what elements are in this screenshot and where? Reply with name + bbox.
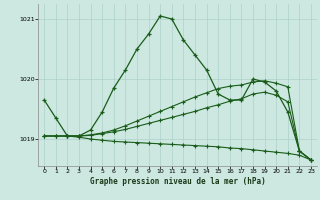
X-axis label: Graphe pression niveau de la mer (hPa): Graphe pression niveau de la mer (hPa) — [90, 177, 266, 186]
